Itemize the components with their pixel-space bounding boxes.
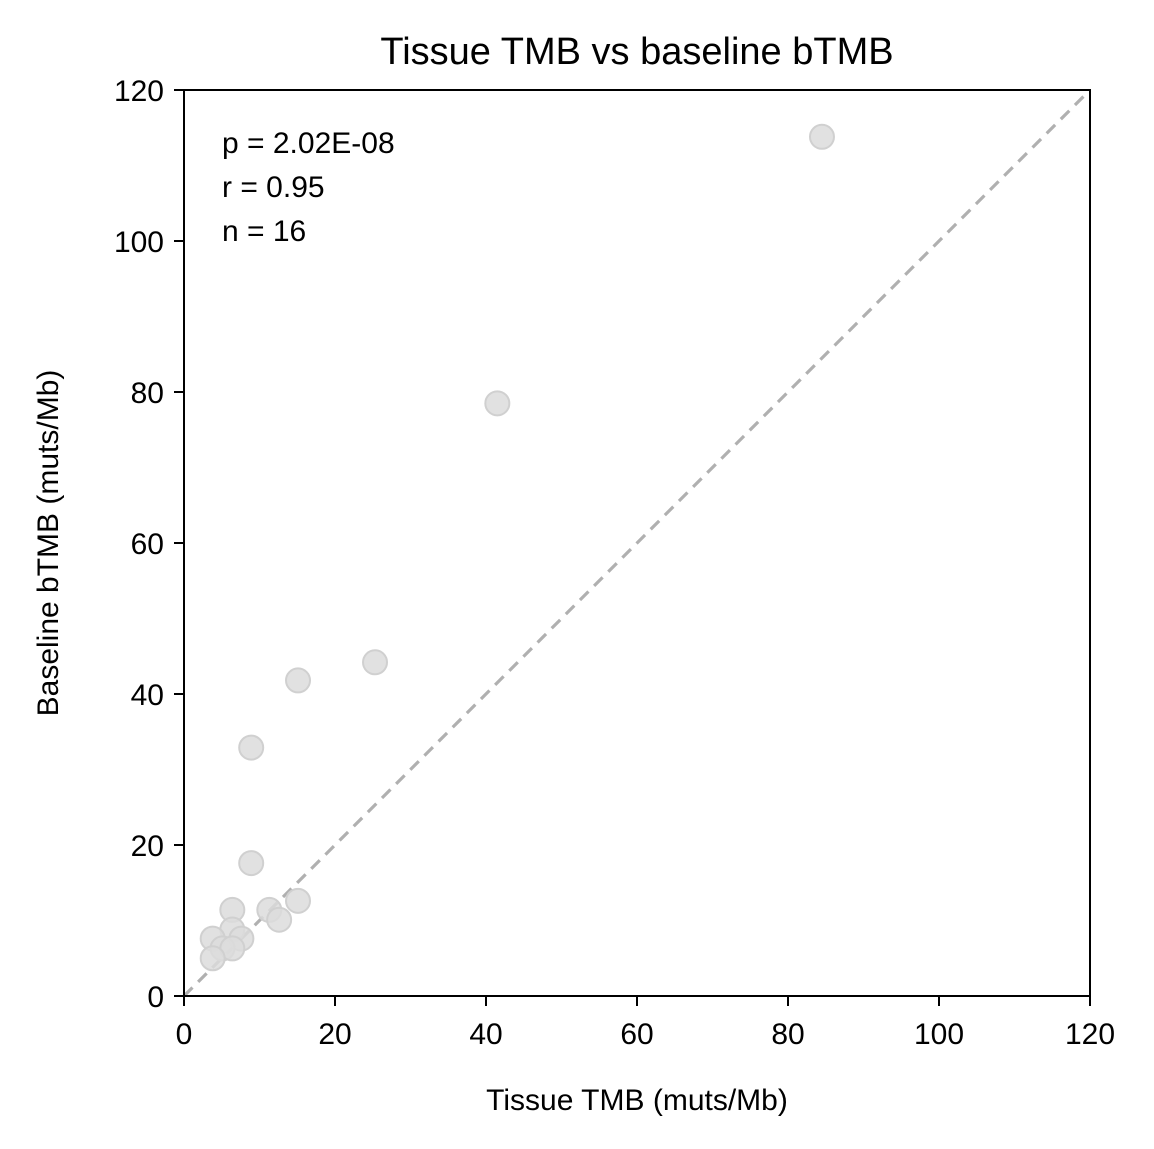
data-point-7 bbox=[285, 887, 312, 914]
identity-reference-line bbox=[182, 88, 1092, 998]
data-point-2 bbox=[484, 390, 511, 417]
y-tick-label-40: 40 bbox=[131, 679, 164, 712]
x-axis-ticks: 0 20 40 60 80 100 120 bbox=[176, 996, 1115, 1051]
annotation-r-value: r = 0.95 bbox=[222, 171, 325, 204]
y-axis-label: Baseline bTMB (muts/Mb) bbox=[32, 370, 65, 717]
x-tick-label-100: 100 bbox=[914, 1018, 964, 1051]
chart-title: Tissue TMB vs baseline bTMB bbox=[380, 31, 893, 73]
x-tick-label-0: 0 bbox=[176, 1018, 193, 1051]
y-axis-ticks: 0 20 40 60 80 100 120 bbox=[114, 75, 184, 1014]
annotation-p-value: p = 2.02E-08 bbox=[222, 127, 395, 160]
points-layer bbox=[199, 123, 835, 972]
data-point-9 bbox=[266, 906, 293, 933]
y-tick-label-60: 60 bbox=[131, 528, 164, 561]
x-tick-label-40: 40 bbox=[469, 1018, 502, 1051]
data-point-4 bbox=[285, 667, 312, 694]
y-tick-label-20: 20 bbox=[131, 830, 164, 863]
data-point-6 bbox=[238, 850, 265, 877]
y-tick-label-120: 120 bbox=[114, 75, 164, 108]
x-axis-label: Tissue TMB (muts/Mb) bbox=[486, 1084, 788, 1117]
reference-line-layer bbox=[182, 88, 1092, 998]
x-tick-label-60: 60 bbox=[620, 1018, 653, 1051]
y-tick-label-100: 100 bbox=[114, 226, 164, 259]
y-tick-label-80: 80 bbox=[131, 377, 164, 410]
x-tick-label-20: 20 bbox=[318, 1018, 351, 1051]
data-point-1 bbox=[808, 123, 835, 150]
y-tick-label-0: 0 bbox=[147, 981, 164, 1014]
data-point-16 bbox=[199, 945, 226, 972]
x-tick-label-80: 80 bbox=[771, 1018, 804, 1051]
annotation-n-value: n = 16 bbox=[222, 215, 306, 248]
data-point-5 bbox=[238, 734, 265, 761]
stats-annotations: p = 2.02E-08 r = 0.95 n = 16 bbox=[222, 127, 395, 248]
x-tick-label-120: 120 bbox=[1065, 1018, 1115, 1051]
data-point-3 bbox=[362, 649, 389, 676]
